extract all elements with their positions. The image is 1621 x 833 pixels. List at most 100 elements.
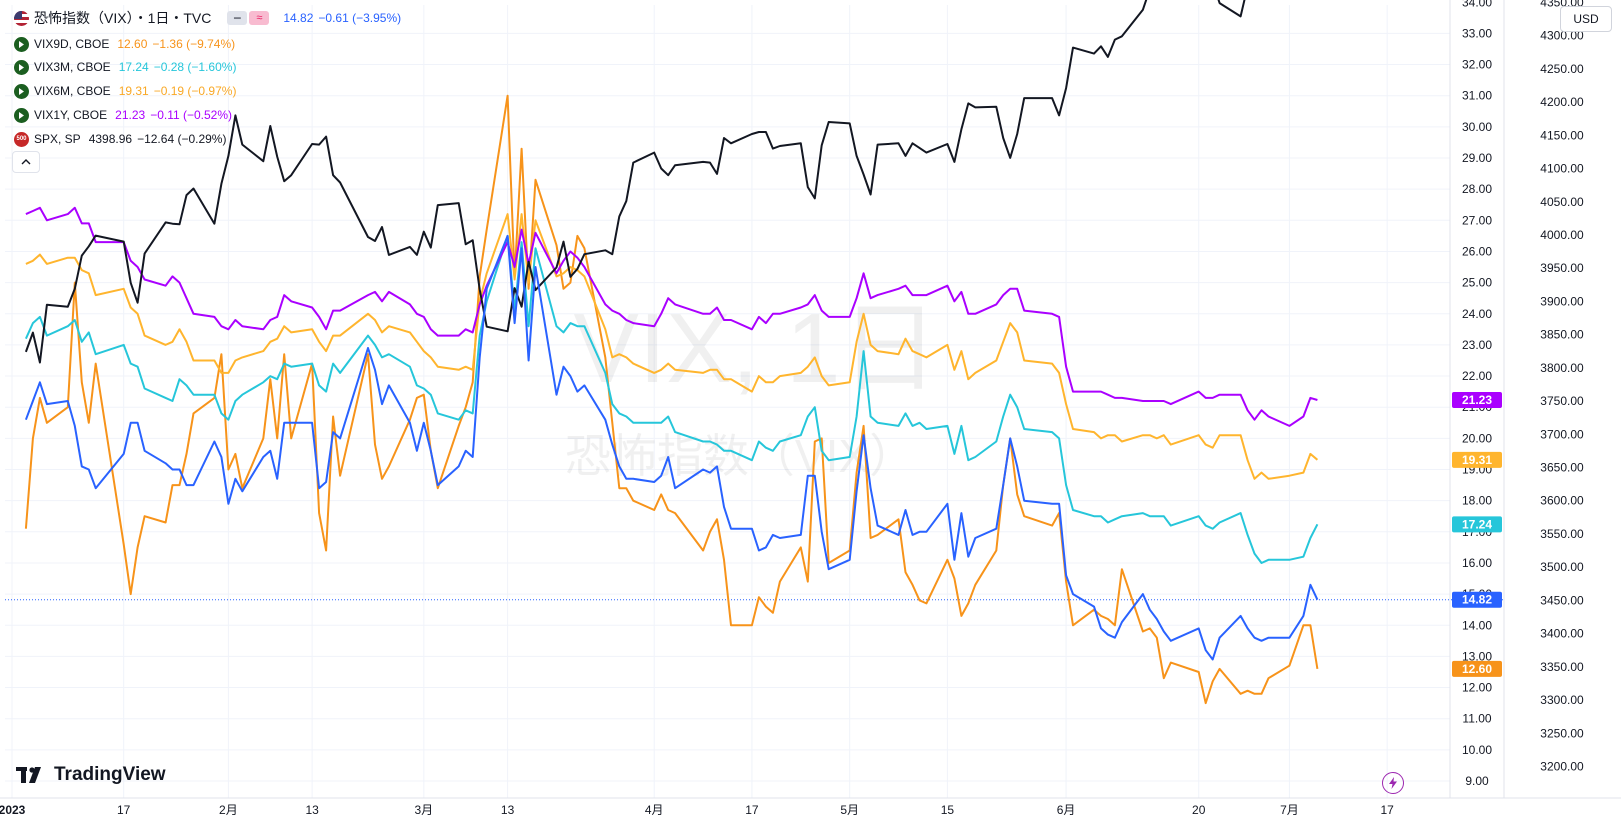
legend-value: 17.24: [118, 60, 149, 74]
y-tick-label-spx: 3350.00: [1540, 660, 1584, 674]
collapse-legend-button[interactable]: [12, 151, 40, 173]
last-value-label-vix: 14.82: [1462, 593, 1492, 607]
compare-icon[interactable]: ≈: [249, 11, 270, 25]
y-tick-label-vix: 30.00: [1462, 120, 1492, 134]
legend-symbol: VIX6M, CBOE: [34, 84, 111, 98]
last-value-badge-vix9d: [1452, 660, 1502, 677]
x-tick-label: 13: [501, 803, 515, 817]
y-tick-label-vix: 13.00: [1462, 649, 1492, 663]
legend-symbol: VIX3M, CBOE: [34, 60, 111, 74]
legend-row-vix1y[interactable]: VIX1Y, CBOE 21.23 −0.11 (−0.52%): [12, 105, 239, 125]
y-tick-label-spx: 3250.00: [1540, 726, 1584, 740]
last-value-badge-vix1y: [1452, 392, 1502, 409]
series-line-vix: [24, 234, 1319, 661]
x-tick-label: 7月: [1280, 803, 1299, 817]
cboe-icon: [14, 83, 29, 99]
y-tick-label-spx: 4250.00: [1540, 62, 1584, 76]
legend-value: 12.60: [117, 37, 148, 51]
hide-icon[interactable]: ━: [227, 11, 248, 25]
legend-main-value: 14.82: [283, 11, 314, 25]
y-tick-label-spx: 4000.00: [1540, 228, 1584, 242]
x-tick-label: 13: [305, 803, 319, 817]
y-tick-label-spx: 3600.00: [1540, 494, 1584, 508]
last-value-label-vix3m: 17.24: [1462, 517, 1492, 531]
y-tick-label-spx: 3800.00: [1540, 361, 1584, 375]
series-line-vix9d: [24, 94, 1319, 705]
x-tick-label: 17: [117, 803, 131, 817]
legend-row-spx[interactable]: 500 SPX, SP 4398.96 −12.64 (−0.29%): [12, 129, 233, 149]
y-tick-label-vix: 20.00: [1462, 431, 1492, 445]
y-tick-label-vix: 28.00: [1462, 182, 1492, 196]
cboe-icon: [14, 59, 29, 75]
y-tick-label-spx: 3750.00: [1540, 394, 1584, 408]
y-tick-label-vix: 22.00: [1462, 369, 1492, 383]
x-tick-label: 5月: [840, 803, 859, 817]
y-tick-label-spx: 4350.00: [1540, 0, 1584, 9]
y-tick-label-vix: 25.00: [1462, 276, 1492, 290]
y-tick-label-spx: 3200.00: [1540, 760, 1584, 774]
y-tick-label-vix: 33.00: [1462, 26, 1492, 40]
x-tick-label: 17: [1380, 803, 1394, 817]
series-line-vix1y: [25, 206, 1318, 427]
x-tick-label: 6月: [1057, 803, 1076, 817]
y-tick-label-spx: 3850.00: [1540, 328, 1584, 342]
legend-value: 19.31: [118, 84, 149, 98]
currency-select[interactable]: USD: [1560, 6, 1612, 32]
y-tick-label-vix: 32.00: [1462, 58, 1492, 72]
x-tick-label: 2月: [219, 803, 238, 817]
watermark: VIX, 1日 恐怖指数（VIX）: [565, 293, 939, 482]
us-flag-icon: [14, 10, 29, 26]
legend-change: −1.36 (−9.74%): [152, 37, 236, 51]
cboe-icon: [14, 36, 29, 52]
series-line-spx: [24, 0, 1246, 364]
y-tick-label-vix: 23.00: [1462, 338, 1492, 352]
y-tick-label-vix: 29.00: [1462, 151, 1492, 165]
y-tick-label-vix: 11.00: [1462, 712, 1491, 726]
y-tick-label-spx: 3550.00: [1540, 527, 1584, 541]
legend-change: −0.28 (−1.60%): [153, 60, 237, 74]
last-value-badge-vix3m: [1452, 516, 1502, 533]
y-tick-label-spx: 4300.00: [1540, 29, 1584, 43]
y-tick-label-spx: 3400.00: [1540, 627, 1584, 641]
legend-row-vix6m[interactable]: VIX6M, CBOE 19.31 −0.19 (−0.97%): [12, 81, 243, 101]
last-value-badge-vix6m: [1452, 451, 1502, 468]
legend-symbol: VIX9D, CBOE: [34, 37, 110, 51]
y-tick-label-spx: 3500.00: [1540, 560, 1584, 574]
series-group: [24, 0, 1319, 705]
x-tick-label: 20: [1192, 803, 1206, 817]
y-tick-label-spx: 3900.00: [1540, 294, 1584, 308]
legend-change: −0.19 (−0.97%): [153, 84, 237, 98]
chevron-up-icon: [21, 159, 31, 165]
y-tick-label-vix: 26.00: [1462, 244, 1492, 258]
y-tick-label-vix: 16.00: [1462, 556, 1492, 570]
y-tick-label-vix: 12.00: [1462, 681, 1492, 695]
x-tick-label: 3月: [414, 803, 433, 817]
y-tick-label-vix: 24.00: [1462, 307, 1492, 321]
legend-symbol: VIX1Y, CBOE: [34, 108, 108, 122]
sp500-badge-icon: 500: [14, 131, 29, 147]
legend-value: 4398.96: [88, 132, 133, 146]
tradingview-logo[interactable]: TradingView: [16, 764, 166, 786]
legend-row-vix9d[interactable]: VIX9D, CBOE 12.60 −1.36 (−9.74%): [12, 34, 242, 54]
y-tick-label-spx: 3700.00: [1540, 427, 1584, 441]
y-tick-label-vix: 10.00: [1462, 743, 1492, 757]
legend-main[interactable]: 恐怖指数（VIX）・1日・TVC ━ ≈ 14.82 −0.61 (−3.95%…: [12, 8, 408, 28]
lightning-icon[interactable]: [1382, 772, 1404, 794]
tradingview-logo-icon: [16, 767, 46, 783]
legend-title: 恐怖指数（VIX）・1日・TVC: [34, 10, 212, 26]
x-tick-label: 17: [745, 803, 759, 817]
last-value-label-vix6m: 19.31: [1462, 453, 1492, 467]
last-value-badge-vix: [1452, 591, 1502, 608]
legend-row-vix3m[interactable]: VIX3M, CBOE 17.24 −0.28 (−1.60%): [12, 57, 243, 77]
watermark-symbol: VIX, 1日: [574, 293, 939, 403]
legend-symbol: SPX, SP: [34, 132, 81, 146]
y-tick-label-spx: 4050.00: [1540, 195, 1584, 209]
last-value-label-vix1y: 21.23: [1462, 393, 1492, 407]
y-tick-label-vix: 34.00: [1462, 0, 1492, 9]
y-tick-label-spx: 4200.00: [1540, 95, 1584, 109]
y-tick-label-spx: 3300.00: [1540, 693, 1584, 707]
x-tick-label: 4月: [645, 803, 664, 817]
